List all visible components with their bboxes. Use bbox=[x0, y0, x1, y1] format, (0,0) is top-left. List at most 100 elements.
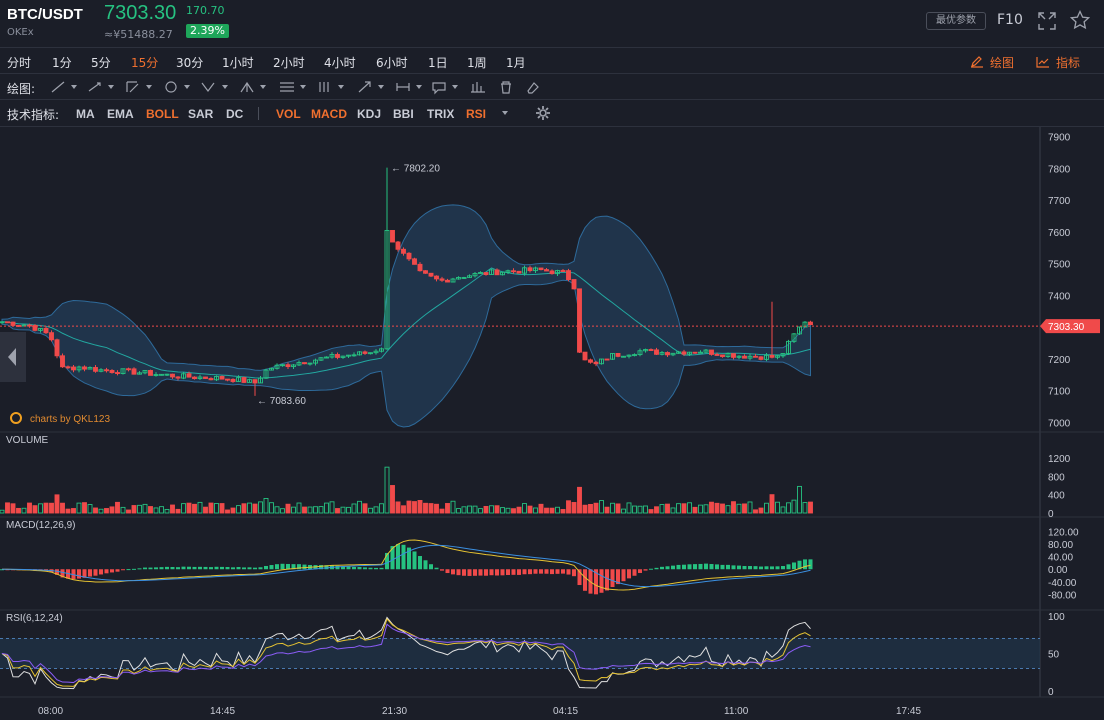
candle-body bbox=[274, 364, 280, 369]
candle-body bbox=[621, 355, 626, 358]
volume-bar bbox=[307, 506, 313, 514]
candle-body bbox=[38, 327, 43, 331]
candle-body bbox=[780, 353, 786, 357]
chevron-down-icon[interactable] bbox=[338, 85, 344, 89]
indicator-ema[interactable]: EMA bbox=[107, 107, 134, 121]
bars-tool-icon[interactable] bbox=[469, 79, 487, 95]
circle-tool-icon[interactable] bbox=[162, 79, 180, 95]
period-tab[interactable]: 6小时 bbox=[376, 56, 408, 70]
candle-body bbox=[703, 349, 709, 353]
volume-bar bbox=[0, 509, 5, 514]
candle-body bbox=[0, 321, 5, 324]
pair-title: BTC/USDT bbox=[7, 6, 83, 23]
indicator-dc[interactable]: DC bbox=[226, 107, 244, 121]
indicator-bbi[interactable]: BBI bbox=[393, 107, 414, 121]
period-tab[interactable]: 1周 bbox=[467, 56, 487, 70]
period-tab[interactable]: 1日 bbox=[428, 56, 448, 70]
divider bbox=[258, 107, 259, 120]
candle-body bbox=[494, 269, 500, 276]
chevron-down-icon[interactable] bbox=[184, 85, 190, 89]
pattern-tool-icon[interactable] bbox=[200, 79, 218, 95]
chevron-down-icon[interactable] bbox=[108, 85, 114, 89]
indicator-sar[interactable]: SAR bbox=[188, 107, 214, 121]
indicator-vol[interactable]: VOL bbox=[276, 107, 301, 121]
macd-hist-bar bbox=[720, 564, 725, 570]
volume-bar bbox=[725, 505, 731, 514]
macd-hist-bar bbox=[242, 567, 246, 570]
volume-bar bbox=[588, 504, 593, 514]
parallel-tool-icon[interactable] bbox=[124, 79, 142, 95]
candle-body bbox=[714, 353, 720, 356]
chevron-down-icon[interactable] bbox=[378, 85, 384, 89]
macd-hist-bar bbox=[660, 566, 664, 570]
ray-tool-icon[interactable] bbox=[86, 79, 104, 95]
fork-tool-icon[interactable] bbox=[238, 79, 256, 95]
macd-axis-label: -40.00 bbox=[1048, 578, 1077, 589]
indicator-toggle-button[interactable]: 指标 bbox=[1036, 54, 1080, 71]
arrow-tool-icon[interactable] bbox=[356, 79, 374, 95]
period-tab[interactable]: 5分 bbox=[91, 56, 111, 70]
chevron-down-icon[interactable] bbox=[146, 85, 152, 89]
macd-hist-bar bbox=[462, 569, 466, 576]
chevron-down-icon[interactable] bbox=[452, 85, 458, 89]
note-tool-icon[interactable] bbox=[430, 79, 448, 95]
f10-button[interactable]: F10 bbox=[997, 12, 1023, 28]
fullscreen-icon[interactable] bbox=[1038, 12, 1056, 30]
star-icon[interactable] bbox=[1070, 10, 1090, 30]
measure-tool-icon[interactable] bbox=[394, 79, 412, 95]
candle-body bbox=[626, 354, 632, 357]
volume-bar bbox=[467, 505, 472, 514]
high-price-label: ← 7802.20 bbox=[391, 164, 440, 175]
candle-body bbox=[549, 270, 555, 275]
eraser-icon[interactable] bbox=[524, 79, 542, 95]
optimal-params-button[interactable]: 最优参数 bbox=[926, 12, 986, 30]
indicator-rsi[interactable]: RSI bbox=[466, 107, 487, 121]
volume-bar bbox=[637, 505, 643, 514]
chevron-down-icon[interactable] bbox=[260, 85, 266, 89]
chart-canvas[interactable]: 7900780077007600750074007300720071007000… bbox=[0, 127, 1104, 720]
volume-bar bbox=[329, 501, 335, 514]
candle-body bbox=[632, 354, 637, 357]
indicator-boll[interactable]: BOLL bbox=[146, 107, 179, 121]
period-tab[interactable]: 分时 bbox=[7, 56, 32, 70]
volume-bar bbox=[137, 504, 142, 514]
chevron-down-icon[interactable] bbox=[222, 85, 228, 89]
volume-bar bbox=[126, 509, 131, 514]
period-tab[interactable]: 15分 bbox=[131, 56, 159, 70]
volume-bar bbox=[93, 507, 98, 514]
macd-hist-bar bbox=[60, 569, 65, 578]
indicator-kdj[interactable]: KDJ bbox=[357, 107, 382, 121]
gear-icon[interactable] bbox=[535, 105, 551, 121]
price-axis-label: 7500 bbox=[1048, 260, 1071, 271]
chevron-down-icon[interactable] bbox=[416, 85, 422, 89]
period-tab[interactable]: 1月 bbox=[506, 56, 526, 70]
kline-chart[interactable]: 7900780077007600750074007300720071007000… bbox=[0, 127, 1104, 720]
period-tab[interactable]: 1小时 bbox=[222, 56, 254, 70]
volume-bar bbox=[373, 506, 379, 514]
fib-tool-icon[interactable] bbox=[278, 79, 296, 95]
period-tab[interactable]: 2小时 bbox=[273, 56, 305, 70]
volume-bar bbox=[54, 494, 60, 514]
line-tool-icon[interactable] bbox=[49, 79, 67, 95]
chart-background bbox=[0, 127, 1104, 720]
indicator-ma[interactable]: MA bbox=[76, 107, 95, 121]
period-tab[interactable]: 1分 bbox=[52, 56, 72, 70]
period-tab[interactable]: 30分 bbox=[176, 56, 204, 70]
volume-bar bbox=[703, 504, 709, 514]
gann-tool-icon[interactable] bbox=[316, 79, 334, 95]
volume-bar bbox=[186, 502, 192, 514]
indicator-trix[interactable]: TRIX bbox=[427, 107, 455, 121]
macd-hist-bar bbox=[137, 568, 142, 570]
volume-bar bbox=[43, 502, 49, 514]
trash-icon[interactable] bbox=[497, 79, 515, 95]
indicator-macd[interactable]: MACD bbox=[311, 107, 347, 121]
macd-hist-bar bbox=[517, 569, 521, 575]
chevron-down-icon[interactable] bbox=[71, 85, 77, 89]
candle-body bbox=[71, 366, 76, 371]
candle-body bbox=[659, 352, 665, 355]
chevron-down-icon[interactable] bbox=[300, 85, 306, 89]
macd-hist-bar bbox=[264, 565, 268, 570]
draw-toggle-button[interactable]: 绘图 bbox=[970, 54, 1014, 71]
period-tab[interactable]: 4小时 bbox=[324, 56, 356, 70]
chevron-down-icon[interactable] bbox=[502, 111, 508, 115]
